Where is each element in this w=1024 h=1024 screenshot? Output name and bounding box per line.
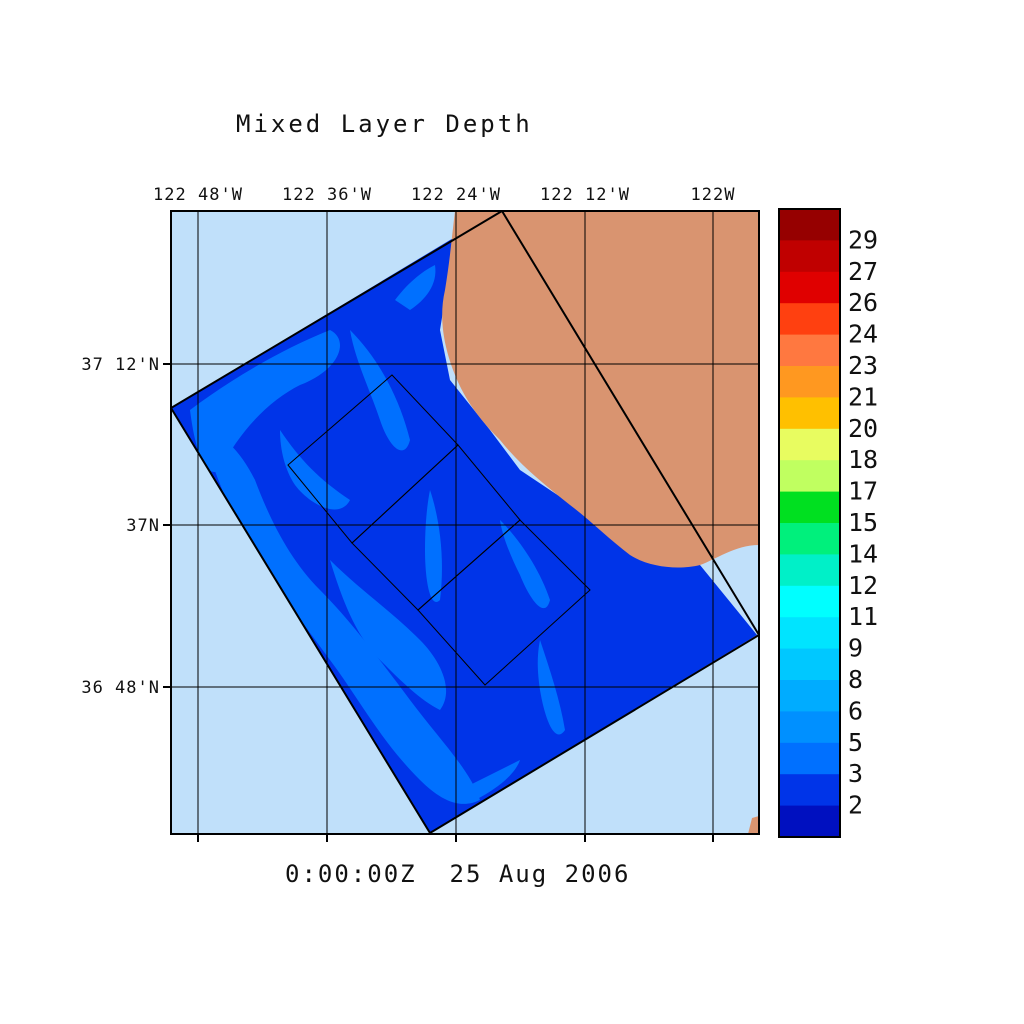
colorbar-label: 3 — [848, 759, 863, 788]
colorbar-swatch — [779, 209, 840, 241]
colorbar-swatch — [779, 711, 840, 744]
colorbar-label: 5 — [848, 728, 863, 757]
colorbar-swatch — [779, 491, 840, 524]
colorbar-label: 20 — [848, 414, 878, 443]
lat-label: 37 12'N — [81, 355, 160, 375]
colorbar-label: 26 — [848, 288, 878, 317]
colorbar-swatch — [779, 774, 840, 807]
lon-label: 122 24'W — [411, 185, 501, 205]
colorbar-label: 2 — [848, 791, 863, 820]
land-islet — [748, 816, 759, 834]
colorbar-swatch — [779, 648, 840, 681]
colorbar-swatch — [779, 617, 840, 650]
colorbar-frame — [778, 208, 841, 838]
colorbar-label: 27 — [848, 257, 878, 286]
lon-label: 122 48'W — [153, 185, 243, 205]
plot-frame — [170, 210, 760, 835]
lon-label: 122 36'W — [282, 185, 372, 205]
colorbar-label: 24 — [848, 320, 878, 349]
map-title: Mixed Layer Depth — [236, 110, 533, 138]
latitude-labels: 37 12'N 37N 36 48'N — [81, 355, 160, 698]
graticule — [171, 211, 759, 834]
colorbar-swatch — [779, 303, 840, 336]
colorbar-label: 11 — [848, 602, 878, 631]
colorbar-swatch — [779, 428, 840, 461]
colorbar-swatch — [779, 680, 840, 712]
colorbar-label: 23 — [848, 351, 878, 380]
timestamp-label: 0:00:00Z 25 Aug 2006 — [285, 860, 630, 888]
colorbar-label: 8 — [848, 665, 863, 694]
lon-label: 122W — [691, 185, 736, 205]
colorbar-swatch — [779, 460, 840, 493]
colorbar-label: 18 — [848, 445, 878, 474]
colorbar-swatches — [779, 209, 840, 838]
subdomain-boxes — [287, 374, 591, 686]
lat-label: 37N — [126, 516, 160, 536]
colorbar-swatch — [779, 240, 840, 273]
colorbar-swatch — [779, 805, 840, 838]
colorbar-label: 6 — [848, 696, 863, 725]
model-domain-outline — [171, 211, 759, 834]
model-domain-field — [171, 237, 757, 833]
colorbar-label: 21 — [848, 382, 878, 411]
lat-label: 36 48'N — [81, 678, 160, 698]
colorbar-label: 29 — [848, 225, 878, 254]
colorbar-swatch — [779, 366, 840, 398]
land-mass — [442, 211, 759, 568]
colorbar-swatch — [779, 742, 840, 775]
colorbar-label: 15 — [848, 508, 878, 537]
colorbar-swatch — [779, 334, 840, 367]
colorbar-swatch — [779, 397, 840, 430]
colorbar-label: 17 — [848, 477, 878, 506]
map-plot-area — [163, 210, 760, 842]
axis-ticks — [163, 363, 714, 842]
colorbar-swatch — [779, 271, 840, 304]
colorbar-swatch — [779, 554, 840, 587]
colorbar-swatch — [779, 585, 840, 618]
lon-label: 122 12'W — [540, 185, 630, 205]
colorbar-swatch — [779, 523, 840, 555]
longitude-labels: 122 48'W 122 36'W 122 24'W 122 12'W 122W — [153, 185, 736, 205]
colorbar-label: 14 — [848, 539, 878, 568]
colorbar-label: 12 — [848, 571, 878, 600]
colorbar-label: 9 — [848, 634, 863, 663]
